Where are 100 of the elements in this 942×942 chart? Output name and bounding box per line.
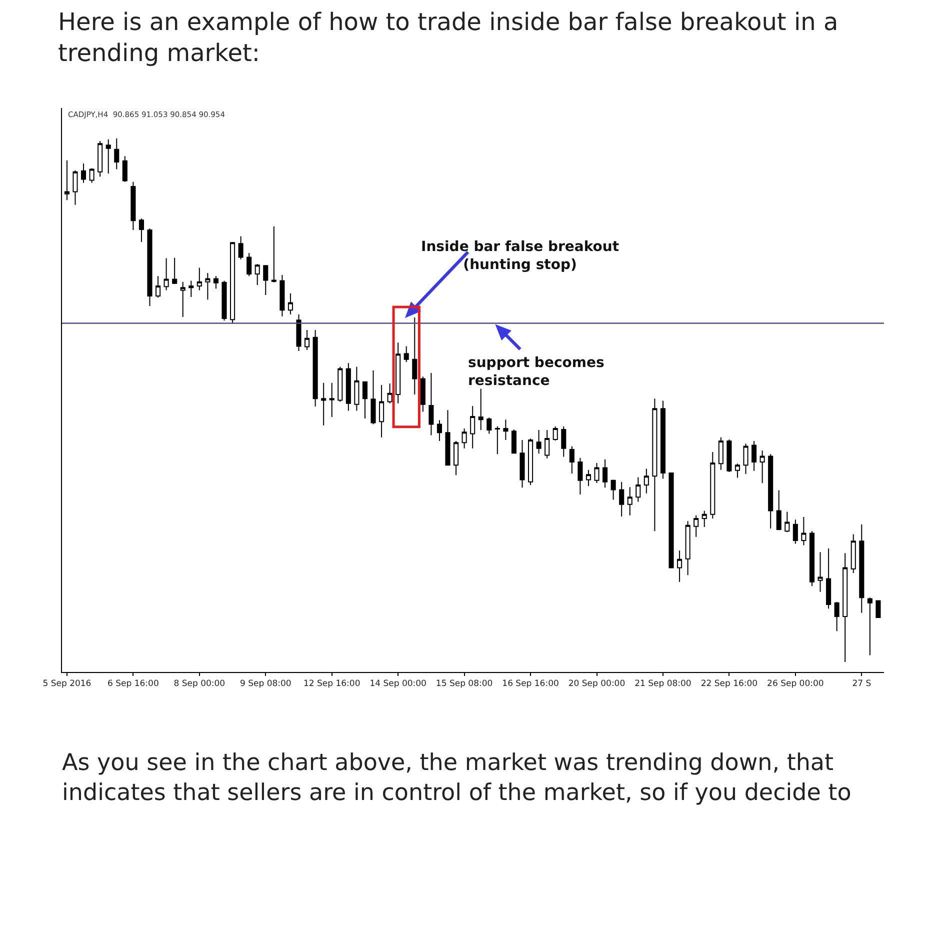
candlestick [644,468,649,494]
x-tick-label: 20 Sep 00:00 [568,679,626,690]
candlestick [230,242,236,324]
candlestick [138,218,144,243]
candlestick [850,534,856,574]
candlestick [246,252,252,277]
candlestick [578,457,583,495]
candlestick [412,316,418,395]
candlestick [503,419,508,441]
candlestick [98,140,103,178]
candlestick [561,426,566,458]
candlestick [354,366,360,412]
candlestick [164,258,169,291]
candlestick [718,436,724,470]
candlestick [263,264,268,296]
candlestick [122,156,128,182]
candlestick [834,601,840,632]
candlestick [196,267,202,291]
candlestick [792,519,798,544]
annotation: support becomes resistance [468,355,604,390]
candlestick [130,181,136,231]
candlestick [668,472,674,569]
candlestick [172,257,178,284]
candlestick [818,552,823,592]
x-tick-label: 12 Sep 16:00 [303,679,360,690]
candlestick [445,410,450,466]
candlestick [238,236,244,260]
candlestick [685,520,690,576]
candlestick [321,382,326,426]
candlestick [536,430,542,454]
candlestick [271,226,276,283]
candlestick [768,454,774,530]
candlestick [752,440,757,472]
candlestick [470,405,476,449]
candlestick [726,438,732,472]
candlestick [404,346,409,362]
candlestick [80,163,86,184]
candlestick [826,548,832,610]
candlestick [760,450,765,484]
candlestick [362,380,368,420]
candlestick [280,274,285,317]
candlestick [156,276,161,298]
candlestick [454,440,459,476]
candlestick [743,443,748,475]
candlestick [64,160,70,201]
x-tick-label: 21 Sep 08:00 [634,679,692,690]
x-tick-label: 9 Sep 08:00 [240,679,292,690]
candlestick [89,168,94,184]
candlestick [694,514,699,538]
candlestick [288,292,293,315]
candlestick [610,479,616,500]
candlestick [396,342,401,404]
x-tick-label: 5 Sep 2016 [42,679,92,690]
candlestick [180,281,186,318]
candlestick [72,170,78,206]
candlestick [329,382,334,418]
annotation: Inside bar false breakout (hunting stop) [421,239,620,274]
candlestick [809,530,815,587]
candlestick [147,228,152,306]
x-tick-label: 27 S [852,679,872,690]
candlestick [528,438,534,486]
candlestick [876,600,881,619]
candlestick [859,524,864,614]
candlestick [222,280,227,322]
candlestick [478,388,484,431]
candlestick [520,440,525,488]
x-tick-label: 22 Sep 16:00 [700,679,758,690]
candlestick [734,463,740,478]
candlestick [801,516,806,546]
candlestick [660,400,666,480]
candlestick [594,462,600,484]
candlestick [586,469,592,487]
candlestick [254,264,260,286]
text: As you see in the chart above, the market was trending down, that indicates that sellers are in control of the market, so if you decide to [62,750,852,806]
x-tick-label: 14 Sep 00:00 [370,679,426,690]
candlestick [312,330,318,407]
candlestick [114,138,120,170]
candlestick [511,429,516,454]
candlestick [842,552,848,663]
candlestick [569,446,574,474]
x-tick-label: 15 Sep 08:00 [436,679,493,690]
candlestick [710,452,716,520]
candlestick [636,476,641,502]
chart-title: Here is an example of how to trade inside bar false breakout in a trending market: [58,8,838,68]
candlestick [867,597,872,656]
candlestick [544,430,550,459]
candlestick [776,490,782,531]
candlestick [494,426,500,455]
candlestick [296,314,302,352]
candlestick [106,138,111,174]
candlestick [379,384,384,438]
candlestick [420,376,426,412]
candlestick [436,420,442,442]
candlestick [387,382,392,404]
candlestick [784,511,790,533]
candlestick [627,486,632,516]
x-tick-label: 26 Sep 00:00 [767,679,824,690]
x-tick-label: 8 Sep 00:00 [174,679,226,690]
candlestick [188,280,194,298]
candlestick [304,330,310,350]
